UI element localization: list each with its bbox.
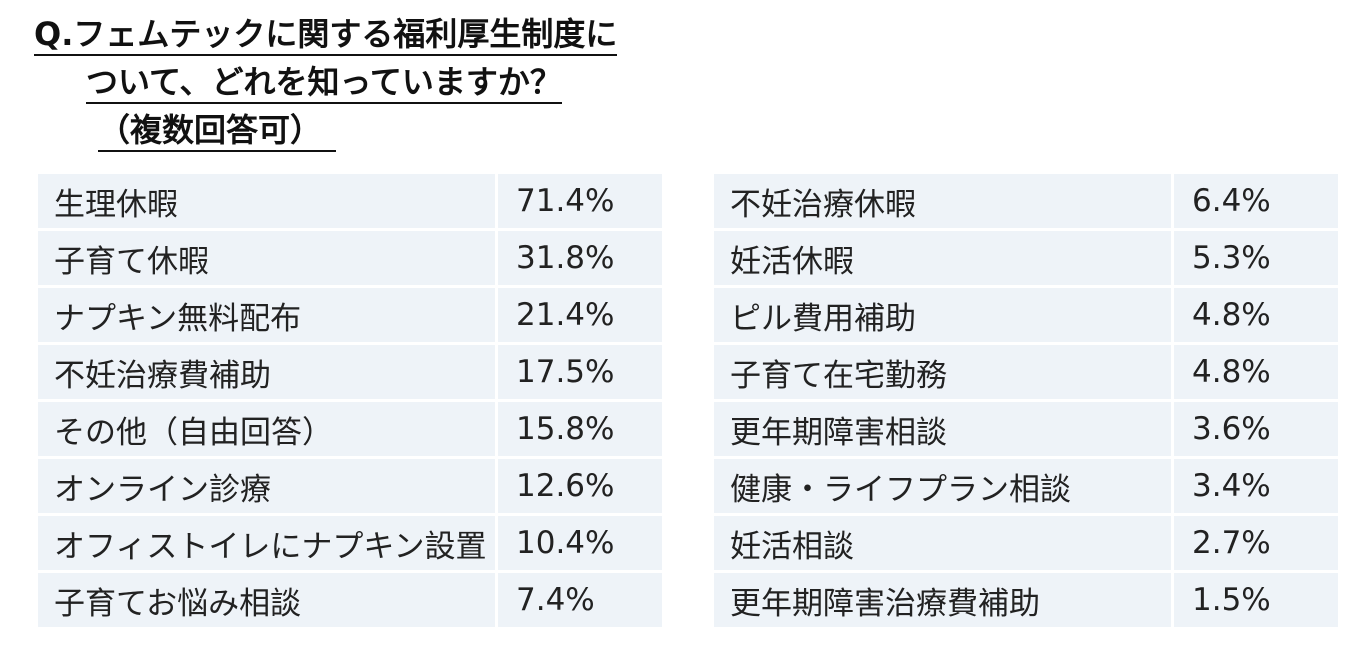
item-percentage: 4.8% <box>1174 345 1338 399</box>
item-label: 健康・ライフプラン相談 <box>714 459 1174 513</box>
table-row: 健康・ライフプラン相談 3.4% <box>714 459 1338 516</box>
item-percentage: 4.8% <box>1174 288 1338 342</box>
table-row: 子育て休暇 31.8% <box>38 231 662 288</box>
question-line-1: Q.フェムテックに関する福利厚生制度に <box>34 10 618 58</box>
question-line-2-text: ついて、どれを知っていますか？ <box>86 63 562 104</box>
item-label: 不妊治療休暇 <box>714 174 1174 228</box>
table-row: オフィストイレにナプキン設置 10.4% <box>38 516 662 573</box>
question-title: Q.フェムテックに関する福利厚生制度に ついて、どれを知っていますか？ （複数回… <box>34 10 618 154</box>
table-row: 生理休暇 71.4% <box>38 174 662 231</box>
item-percentage: 1.5% <box>1174 573 1338 627</box>
item-percentage: 6.4% <box>1174 174 1338 228</box>
item-label: 更年期障害治療費補助 <box>714 573 1174 627</box>
question-line-2: ついて、どれを知っていますか？ <box>86 58 617 106</box>
item-percentage: 5.3% <box>1174 231 1338 285</box>
item-label: その他（自由回答） <box>38 402 498 456</box>
results-table-left: 生理休暇 71.4% 子育て休暇 31.8% ナプキン無料配布 21.4% 不妊… <box>38 174 662 630</box>
item-percentage: 3.6% <box>1174 402 1338 456</box>
item-percentage: 31.8% <box>498 231 662 285</box>
table-row: 子育てお悩み相談 7.4% <box>38 573 662 630</box>
table-row: その他（自由回答） 15.8% <box>38 402 662 459</box>
table-row: オンライン診療 12.6% <box>38 459 662 516</box>
table-row: 更年期障害相談 3.6% <box>714 402 1338 459</box>
question-line-1-text: Q.フェムテックに関する福利厚生制度に <box>34 15 618 56</box>
item-label: 更年期障害相談 <box>714 402 1174 456</box>
table-row: 子育て在宅勤務 4.8% <box>714 345 1338 402</box>
item-label: 妊活休暇 <box>714 231 1174 285</box>
question-line-3: （複数回答可） <box>98 106 617 154</box>
item-label: 子育て在宅勤務 <box>714 345 1174 399</box>
item-label: 妊活相談 <box>714 516 1174 570</box>
table-row: 不妊治療費補助 17.5% <box>38 345 662 402</box>
item-label: ナプキン無料配布 <box>38 288 498 342</box>
item-percentage: 15.8% <box>498 402 662 456</box>
item-percentage: 17.5% <box>498 345 662 399</box>
table-row: 妊活休暇 5.3% <box>714 231 1338 288</box>
item-label: オンライン診療 <box>38 459 498 513</box>
results-table-right: 不妊治療休暇 6.4% 妊活休暇 5.3% ピル費用補助 4.8% 子育て在宅勤… <box>714 174 1338 630</box>
item-percentage: 71.4% <box>498 174 662 228</box>
table-row: 不妊治療休暇 6.4% <box>714 174 1338 231</box>
table-row: ナプキン無料配布 21.4% <box>38 288 662 345</box>
item-label: オフィストイレにナプキン設置 <box>38 516 498 570</box>
table-row: ピル費用補助 4.8% <box>714 288 1338 345</box>
item-percentage: 2.7% <box>1174 516 1338 570</box>
item-percentage: 7.4% <box>498 573 662 627</box>
item-label: ピル費用補助 <box>714 288 1174 342</box>
item-label: 生理休暇 <box>38 174 498 228</box>
table-row: 更年期障害治療費補助 1.5% <box>714 573 1338 630</box>
item-label: 子育てお悩み相談 <box>38 573 498 627</box>
table-row: 妊活相談 2.7% <box>714 516 1338 573</box>
item-percentage: 12.6% <box>498 459 662 513</box>
item-percentage: 21.4% <box>498 288 662 342</box>
item-label: 子育て休暇 <box>38 231 498 285</box>
item-label: 不妊治療費補助 <box>38 345 498 399</box>
question-line-3-text: （複数回答可） <box>98 111 337 152</box>
item-percentage: 3.4% <box>1174 459 1338 513</box>
item-percentage: 10.4% <box>498 516 662 570</box>
